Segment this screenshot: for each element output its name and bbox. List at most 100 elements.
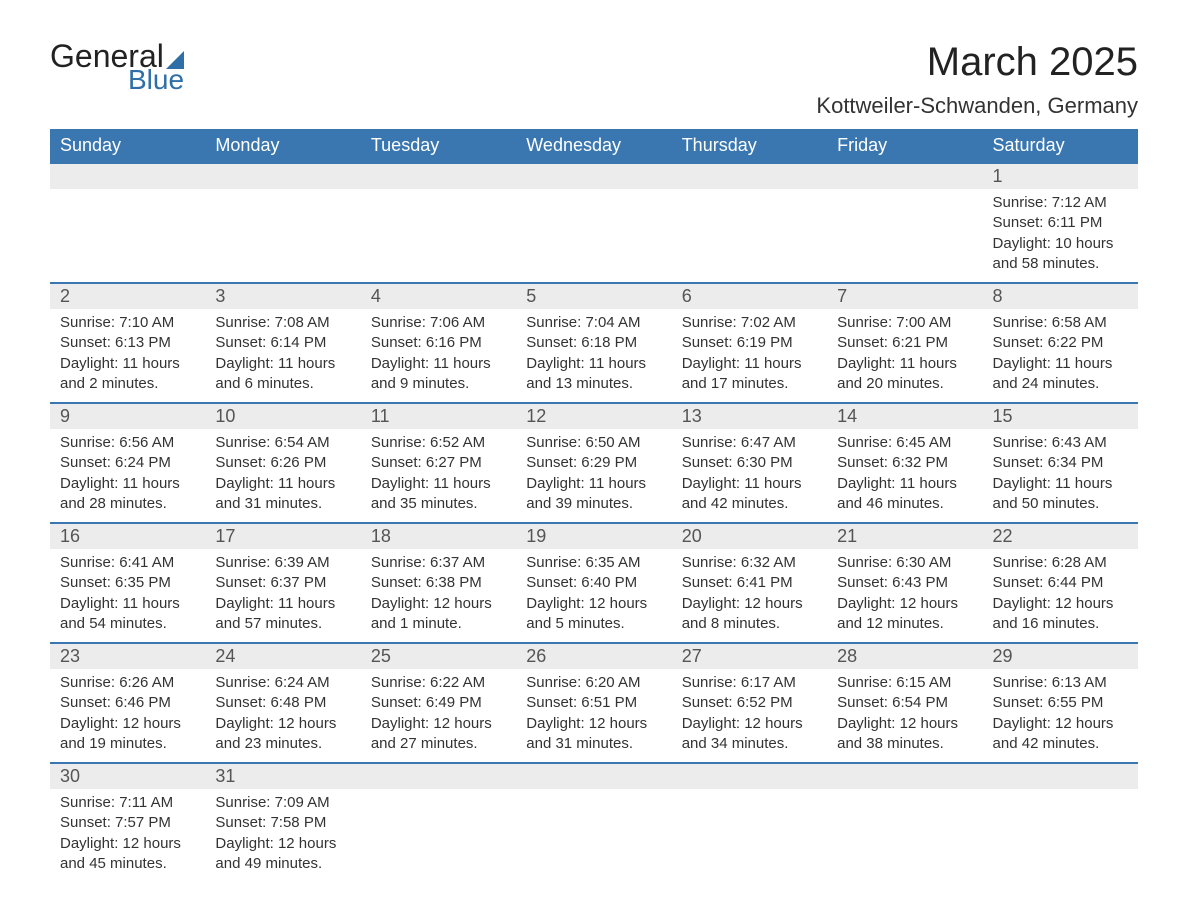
day-header-1: Monday bbox=[205, 129, 360, 163]
sunrise: Sunrise: 6:56 AM bbox=[60, 433, 195, 453]
daylight-line2: and 27 minutes. bbox=[371, 734, 506, 754]
sunset: Sunset: 7:57 PM bbox=[60, 813, 195, 833]
day-detail bbox=[361, 189, 516, 283]
daylight-line1: Daylight: 12 hours bbox=[682, 714, 817, 734]
day-header-0: Sunday bbox=[50, 129, 205, 163]
sunset: Sunset: 6:30 PM bbox=[682, 453, 817, 473]
daylight-line2: and 20 minutes. bbox=[837, 374, 972, 394]
day-number: 19 bbox=[516, 523, 671, 549]
sunrise: Sunrise: 6:20 AM bbox=[526, 673, 661, 693]
sunrise: Sunrise: 6:22 AM bbox=[371, 673, 506, 693]
daylight-line1: Daylight: 11 hours bbox=[526, 474, 661, 494]
day-detail bbox=[827, 189, 982, 283]
day-detail: Sunrise: 6:24 AMSunset: 6:48 PMDaylight:… bbox=[205, 669, 360, 763]
daylight-line2: and 35 minutes. bbox=[371, 494, 506, 514]
day-detail: Sunrise: 7:12 AMSunset: 6:11 PMDaylight:… bbox=[983, 189, 1138, 283]
sunrise: Sunrise: 6:17 AM bbox=[682, 673, 817, 693]
day-number bbox=[672, 763, 827, 789]
day-number bbox=[827, 163, 982, 189]
week-1-daynum-row: 2345678 bbox=[50, 283, 1138, 309]
daylight-line1: Daylight: 12 hours bbox=[215, 834, 350, 854]
day-number: 20 bbox=[672, 523, 827, 549]
day-detail bbox=[361, 789, 516, 882]
sunrise: Sunrise: 6:43 AM bbox=[993, 433, 1128, 453]
day-detail: Sunrise: 6:39 AMSunset: 6:37 PMDaylight:… bbox=[205, 549, 360, 643]
daylight-line1: Daylight: 11 hours bbox=[60, 594, 195, 614]
sunset: Sunset: 6:38 PM bbox=[371, 573, 506, 593]
week-0-daynum-row: 1 bbox=[50, 163, 1138, 189]
day-number: 5 bbox=[516, 283, 671, 309]
day-detail: Sunrise: 7:02 AMSunset: 6:19 PMDaylight:… bbox=[672, 309, 827, 403]
day-detail: Sunrise: 6:54 AMSunset: 6:26 PMDaylight:… bbox=[205, 429, 360, 523]
week-0-detail-row: Sunrise: 7:12 AMSunset: 6:11 PMDaylight:… bbox=[50, 189, 1138, 283]
day-detail: Sunrise: 6:50 AMSunset: 6:29 PMDaylight:… bbox=[516, 429, 671, 523]
day-detail bbox=[827, 789, 982, 882]
daylight-line2: and 5 minutes. bbox=[526, 614, 661, 634]
day-number: 12 bbox=[516, 403, 671, 429]
daylight-line2: and 39 minutes. bbox=[526, 494, 661, 514]
week-2-detail-row: Sunrise: 6:56 AMSunset: 6:24 PM Daylight:… bbox=[50, 429, 1138, 523]
logo: General Blue bbox=[50, 40, 184, 94]
daylight-line2: and 13 minutes. bbox=[526, 374, 661, 394]
daylight-line1: Daylight: 12 hours bbox=[993, 594, 1128, 614]
sunrise: Sunrise: 7:09 AM bbox=[215, 793, 350, 813]
sunset: Sunset: 6:29 PM bbox=[526, 453, 661, 473]
day-detail: Sunrise: 6:58 AMSunset: 6:22 PMDaylight:… bbox=[983, 309, 1138, 403]
day-detail: Sunrise: 6:52 AMSunset: 6:27 PMDaylight:… bbox=[361, 429, 516, 523]
week-5-detail-row: Sunrise: 7:11 AMSunset: 7:57 PM Daylight:… bbox=[50, 789, 1138, 882]
sunset: Sunset: 6:13 PM bbox=[60, 333, 195, 353]
sunset: Sunset: 6:26 PM bbox=[215, 453, 350, 473]
daylight-line1: Daylight: 12 hours bbox=[837, 714, 972, 734]
daylight-line2: and 34 minutes. bbox=[682, 734, 817, 754]
daylight-line1: Daylight: 12 hours bbox=[371, 594, 506, 614]
sunset: Sunset: 6:27 PM bbox=[371, 453, 506, 473]
sunrise: Sunrise: 6:37 AM bbox=[371, 553, 506, 573]
daylight-line1: Daylight: 12 hours bbox=[837, 594, 972, 614]
daylight-line2: and 38 minutes. bbox=[837, 734, 972, 754]
daylight-line2: and 42 minutes. bbox=[993, 734, 1128, 754]
daylight-line1: Daylight: 11 hours bbox=[60, 354, 195, 374]
daylight-line2: and 31 minutes. bbox=[526, 734, 661, 754]
daylight-line2: and 24 minutes. bbox=[993, 374, 1128, 394]
sunset: Sunset: 6:52 PM bbox=[682, 693, 817, 713]
week-4-detail-row: Sunrise: 6:26 AMSunset: 6:46 PMDaylight:… bbox=[50, 669, 1138, 763]
daylight-line2: and 6 minutes. bbox=[215, 374, 350, 394]
sunset: Sunset: 6:16 PM bbox=[371, 333, 506, 353]
day-detail bbox=[672, 789, 827, 882]
day-number: 2 bbox=[50, 283, 205, 309]
day-detail: Sunrise: 6:43 AMSunset: 6:34 PMDaylight:… bbox=[983, 429, 1138, 523]
daylight-line2: and 57 minutes. bbox=[215, 614, 350, 634]
sunset: Sunset: 6:48 PM bbox=[215, 693, 350, 713]
daylight-line1: Daylight: 11 hours bbox=[837, 354, 972, 374]
sunrise: Sunrise: 6:28 AM bbox=[993, 553, 1128, 573]
sunrise: Sunrise: 7:08 AM bbox=[215, 313, 350, 333]
daylight-line2: and 42 minutes. bbox=[682, 494, 817, 514]
day-number bbox=[983, 763, 1138, 789]
day-header-5: Friday bbox=[827, 129, 982, 163]
sunset: Sunset: 6:22 PM bbox=[993, 333, 1128, 353]
daylight-line1: Daylight: 12 hours bbox=[993, 714, 1128, 734]
sunset: Sunset: 6:43 PM bbox=[837, 573, 972, 593]
day-header-2: Tuesday bbox=[361, 129, 516, 163]
sunrise: Sunrise: 6:32 AM bbox=[682, 553, 817, 573]
day-number: 25 bbox=[361, 643, 516, 669]
location: Kottweiler-Schwanden, Germany bbox=[816, 93, 1138, 119]
sunset: Sunset: 6:18 PM bbox=[526, 333, 661, 353]
day-number: 9 bbox=[50, 403, 205, 429]
sunset: Sunset: 6:32 PM bbox=[837, 453, 972, 473]
sunset: Sunset: 6:40 PM bbox=[526, 573, 661, 593]
sunrise: Sunrise: 7:11 AM bbox=[60, 793, 195, 813]
sunset: Sunset: 6:49 PM bbox=[371, 693, 506, 713]
daylight-line2: and 28 minutes. bbox=[60, 494, 195, 514]
sunset: Sunset: 6:24 PM bbox=[60, 453, 195, 473]
day-detail bbox=[50, 189, 205, 283]
sunset: Sunset: 7:58 PM bbox=[215, 813, 350, 833]
sunset: Sunset: 6:55 PM bbox=[993, 693, 1128, 713]
daylight-line2: and 1 minute. bbox=[371, 614, 506, 634]
sunrise: Sunrise: 6:15 AM bbox=[837, 673, 972, 693]
sunrise: Sunrise: 6:26 AM bbox=[60, 673, 195, 693]
day-number bbox=[516, 763, 671, 789]
daylight-line1: Daylight: 10 hours bbox=[993, 234, 1128, 254]
day-detail: Sunrise: 6:22 AMSunset: 6:49 PMDaylight:… bbox=[361, 669, 516, 763]
week-4-daynum-row: 23242526272829 bbox=[50, 643, 1138, 669]
